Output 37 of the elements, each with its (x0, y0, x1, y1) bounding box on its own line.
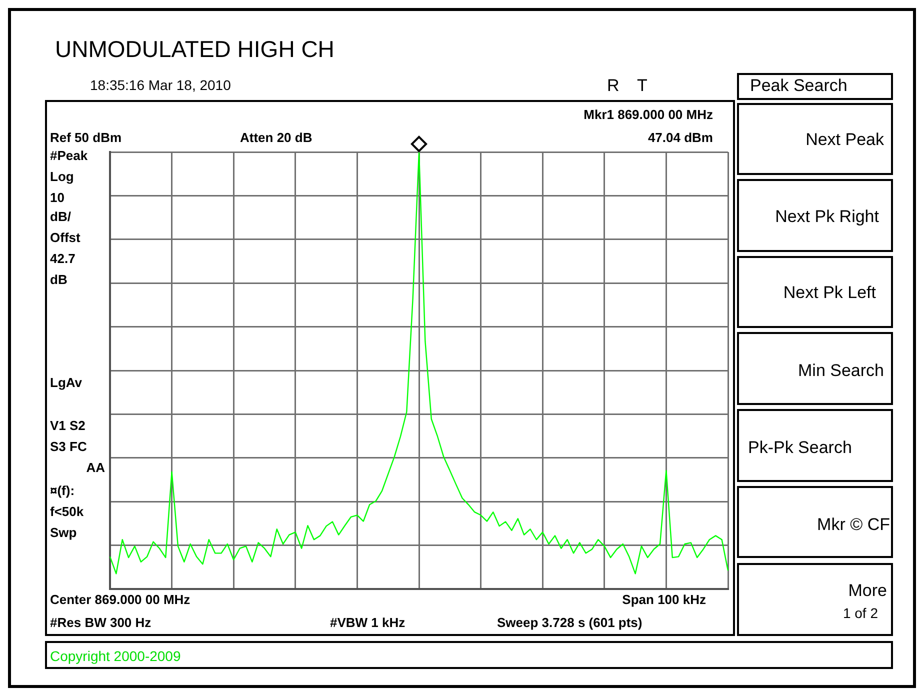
text: ¤(f): (50, 483, 75, 498)
text: Log (50, 169, 74, 184)
text: #VBW 1 kHz (330, 615, 406, 630)
text: More (848, 581, 887, 600)
text: #Peak (50, 148, 88, 163)
text: R (607, 76, 620, 95)
text: f<50k (50, 504, 84, 519)
text: Atten 20 dB (240, 130, 312, 145)
text: 18:35:16 Mar 18, 2010 (90, 77, 231, 93)
text: LgAv (50, 375, 82, 390)
text: Span 100 kHz (622, 592, 706, 607)
text: 42.7 (50, 251, 76, 266)
text: #Res BW 300 Hz (50, 615, 152, 630)
text: Min Search (798, 361, 884, 380)
text: Ref 50 dBm (50, 130, 122, 145)
text: 47.04 dBm (648, 130, 713, 145)
text: Copyright 2000-2009 (50, 648, 181, 664)
text: 1 of 2 (842, 605, 878, 621)
text: Center 869.000 00 MHz (50, 592, 190, 607)
text: Mkr © CF (817, 515, 890, 534)
text: Mkr1 869.000 00 MHz (584, 107, 713, 122)
text: Offst (50, 230, 80, 245)
text: AA (86, 460, 105, 475)
text: S3 FC (50, 439, 87, 454)
text: Swp (50, 525, 77, 540)
text: Next Pk Right (775, 207, 879, 226)
text: Pk-Pk Search (748, 438, 852, 457)
text: dB (50, 272, 68, 287)
text: Next Peak (806, 130, 884, 149)
text: dB/ (50, 209, 71, 224)
text: V1 S2 (50, 418, 86, 433)
text: T (637, 76, 648, 95)
text: Peak Search (750, 76, 848, 95)
chart-title: UNMODULATED HIGH CH (55, 36, 334, 62)
text: 10 (50, 190, 64, 205)
text: Next Pk Left (783, 283, 876, 302)
text: Sweep 3.728 s (601 pts) (497, 615, 642, 630)
